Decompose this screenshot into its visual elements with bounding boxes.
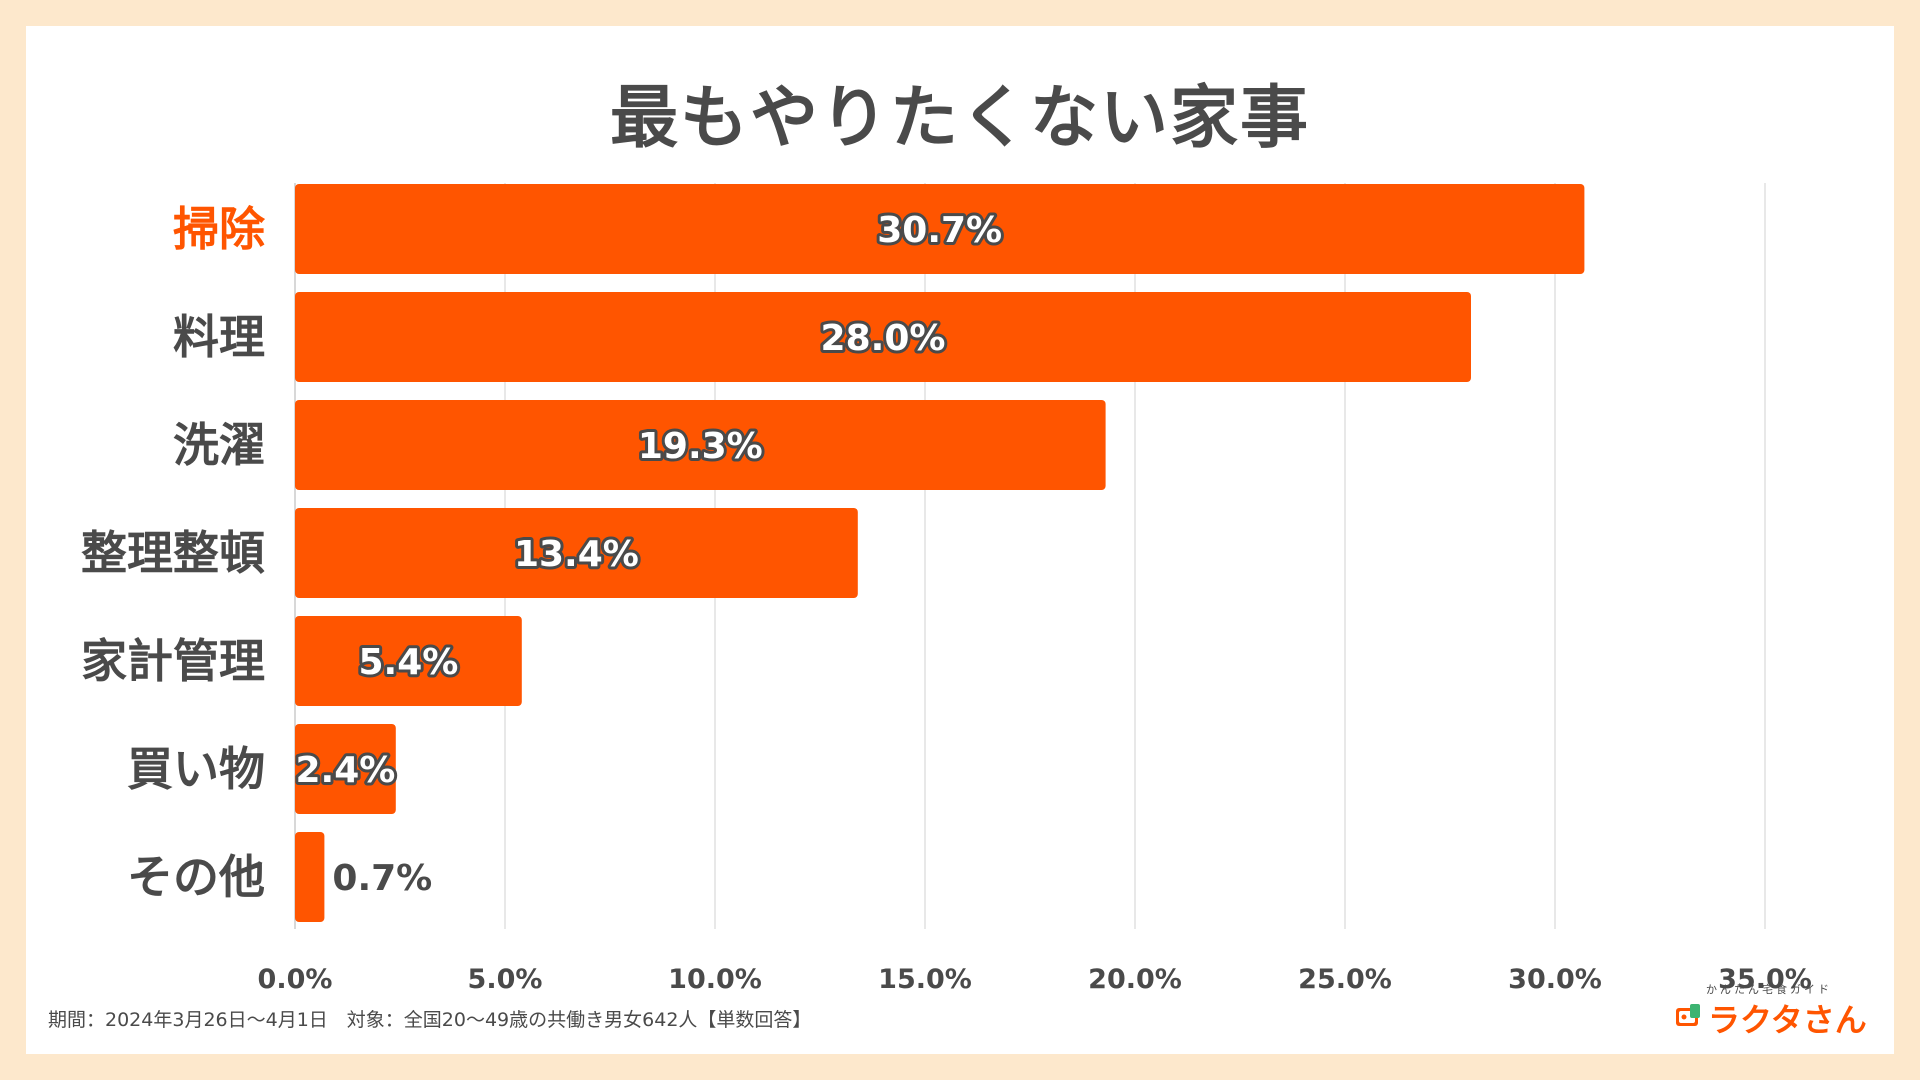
bar [295, 508, 858, 598]
bar [295, 400, 1106, 490]
data-label: 5.4% [358, 642, 458, 683]
data-label: 13.4% [514, 534, 639, 575]
data-label: 0.7% [332, 858, 432, 899]
data-label: 28.0% [821, 318, 946, 359]
bar [295, 616, 522, 706]
data-label: 30.7% [877, 210, 1002, 251]
category-label: 整理整頓 [81, 526, 265, 580]
x-tick-label: 30.0% [1508, 964, 1602, 995]
category-label: 家計管理 [81, 634, 265, 688]
logo: かんたん宅食ガイド ラクタさん [1670, 978, 1880, 1039]
bar [295, 184, 1585, 274]
logo-subtitle: かんたん宅食ガイド [1706, 983, 1832, 996]
category-label: 掃除 [173, 202, 266, 256]
x-tick-label: 10.0% [668, 964, 762, 995]
x-tick-label: 5.0% [468, 964, 543, 995]
data-label: 2.4% [295, 750, 395, 791]
footnote: 期間：2024年3月26日〜4月1日 対象：全国20〜49歳の共働き男女642人… [48, 1009, 812, 1031]
data-label: 19.3% [638, 426, 763, 467]
category-label: 買い物 [127, 742, 265, 796]
bar [295, 292, 1471, 382]
lunchbox-icon [1676, 1004, 1700, 1026]
x-tick-label: 35.0% [1718, 964, 1812, 995]
x-tick-label: 15.0% [878, 964, 972, 995]
bar [295, 832, 325, 922]
bar [295, 724, 396, 814]
category-label: 料理 [173, 310, 265, 364]
x-tick-label: 25.0% [1298, 964, 1392, 995]
logo-name: ラクタさん [1708, 1001, 1867, 1039]
chart-title: 最もやりたくない家事 [609, 79, 1310, 158]
category-label: その他 [127, 850, 265, 904]
x-tick-label: 0.0% [258, 964, 333, 995]
category-label: 洗濯 [173, 418, 265, 472]
x-tick-label: 20.0% [1088, 964, 1182, 995]
